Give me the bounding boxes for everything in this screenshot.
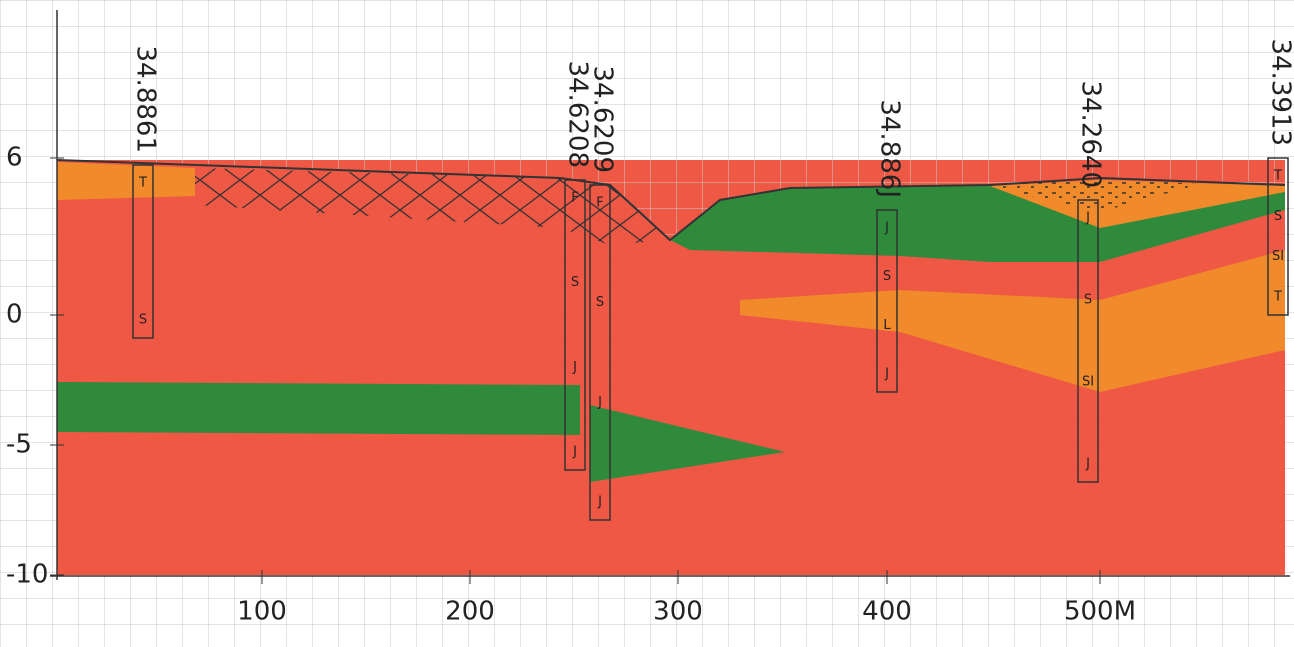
ticks: 6 0 -5 -10 100 200 300 400 500M (6, 143, 1136, 627)
borehole (132, 164, 154, 339)
borehole-label: 34.886J (875, 99, 905, 198)
borehole-label: 34.6209 (588, 65, 618, 173)
borehole (1077, 199, 1099, 483)
y-tick-label: -5 (6, 430, 32, 460)
layer-code: S (1084, 293, 1092, 308)
y-tick-label: 6 (6, 143, 23, 173)
borehole (589, 184, 611, 521)
red-clay (57, 160, 1285, 575)
x-tick-label: 500M (1064, 597, 1136, 627)
layer-code: T (1273, 169, 1282, 184)
layer-code: SI (1082, 375, 1094, 390)
green-left (57, 382, 580, 435)
layer-code: J (597, 395, 602, 410)
layer-code: L (883, 318, 891, 333)
borehole-label: 34.2640 (1076, 80, 1106, 188)
layer-code: T (138, 176, 147, 191)
x-tick-label: 400 (862, 597, 912, 627)
green-right (670, 186, 1285, 262)
orange-wedge (740, 250, 1285, 392)
layer-code: T (1273, 290, 1282, 305)
layer-code: J (572, 360, 577, 375)
layer-code: S (139, 313, 147, 328)
orange-top-left (57, 162, 195, 200)
layer-code: J (597, 495, 602, 510)
borehole-label: 34.3913 (1266, 38, 1294, 146)
green-wedge (590, 405, 785, 482)
layer-code: F (596, 196, 603, 211)
dotted-fill (990, 178, 1200, 212)
layer-code: J (572, 445, 577, 460)
borehole (876, 209, 898, 393)
borehole-label: 34.6208 (563, 60, 593, 168)
layer-code: S (1274, 209, 1282, 224)
layer-code: J (884, 367, 889, 382)
x-tick-label: 100 (237, 597, 287, 627)
layers (56, 150, 1286, 575)
layer-code: F (571, 191, 578, 206)
boreholes: 34.8861 T S 34.6208 F S J J 34.6209 F S J J 34.886J J S… (131, 38, 1294, 521)
borehole (1267, 157, 1289, 316)
cover-blank (57, 150, 1285, 240)
fill-hatched (195, 168, 670, 245)
layer-code: SI (1272, 249, 1284, 264)
layer-code: J (1085, 211, 1090, 226)
layer-code: S (596, 295, 604, 310)
y-tick-label: -10 (6, 560, 48, 590)
borehole (564, 179, 586, 471)
borehole-label: 34.8861 (131, 45, 161, 153)
x-tick-label: 300 (653, 597, 703, 627)
x-tick-label: 200 (445, 597, 495, 627)
layer-code: S (883, 269, 891, 284)
layer-code: J (884, 221, 889, 236)
y-tick-label: 0 (6, 300, 23, 330)
layer-code: S (571, 275, 579, 290)
layer-code: J (1085, 457, 1090, 472)
